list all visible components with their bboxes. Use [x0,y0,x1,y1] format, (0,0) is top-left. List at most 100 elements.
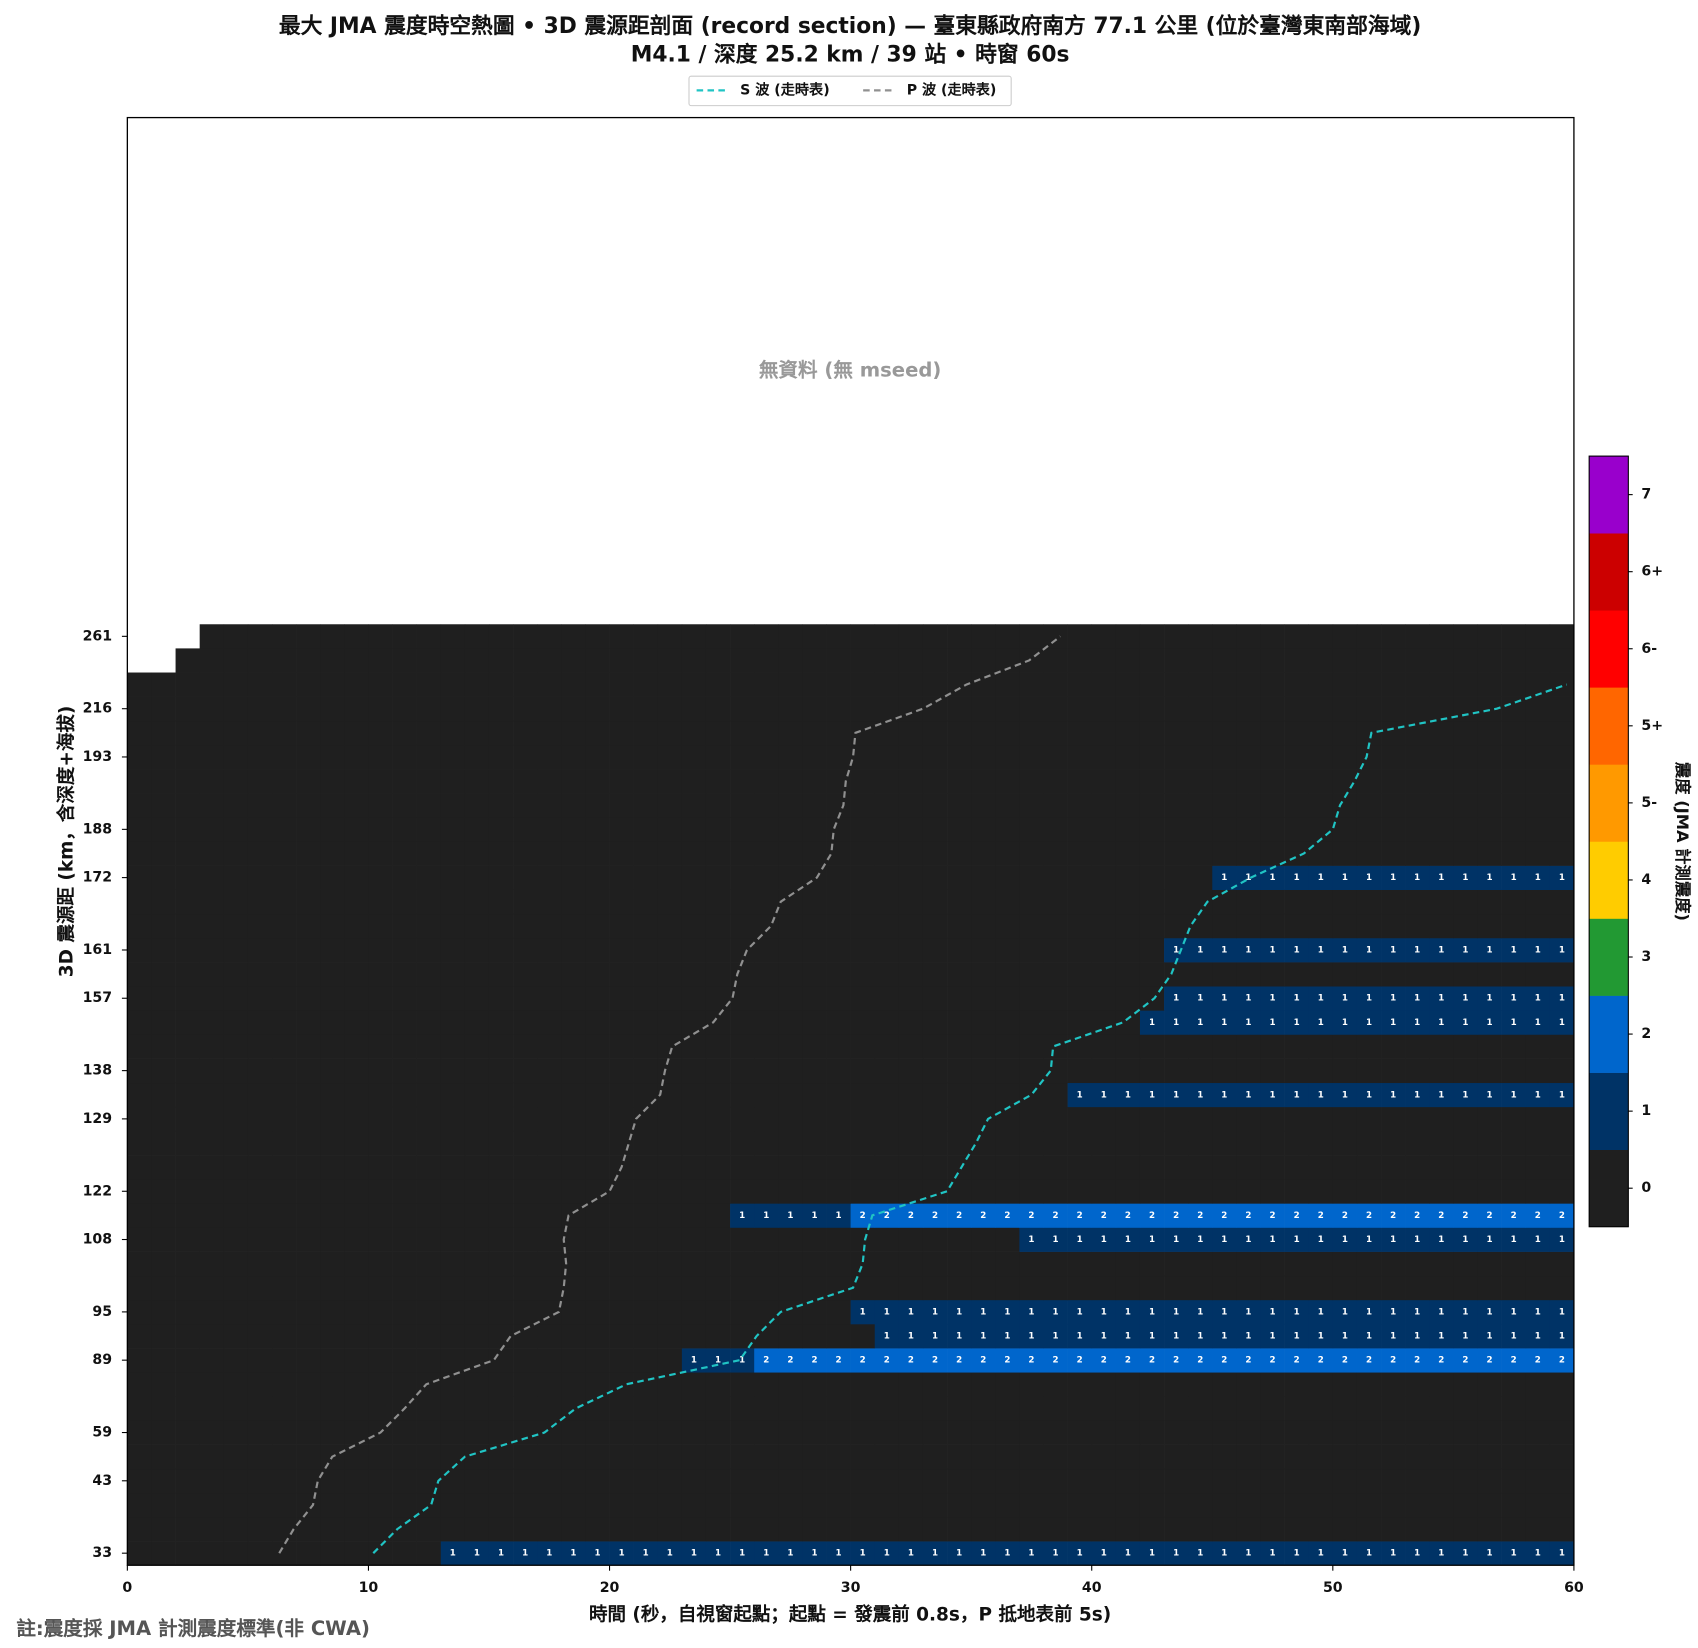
heatmap-cell [705,889,731,915]
heatmap-cell [223,1106,249,1132]
heatmap-cell [1019,696,1044,722]
heatmap-cell [537,720,562,746]
heatmap-cell [127,744,152,770]
heatmap-cell [1019,1468,1044,1494]
heatmap-cell [922,1323,948,1349]
heatmap-cell [1164,1010,1189,1035]
heatmap-cell [1501,1058,1527,1084]
heatmap-cell [947,696,972,722]
cell-label: 2 [932,1211,938,1221]
heatmap-cell [513,817,538,842]
heatmap-cell [826,720,851,746]
heatmap-cell [247,720,273,746]
heatmap-cell [898,720,924,746]
heatmap-cell [1501,1468,1527,1494]
heatmap-cell [1308,1179,1334,1204]
heatmap-cell [464,1251,490,1277]
heatmap-cell [151,1516,176,1542]
heatmap-cell [778,1106,803,1132]
heatmap-cell [416,1323,442,1349]
heatmap-cell [488,865,514,890]
heatmap-cell [850,1179,876,1204]
cell-label: 1 [1197,1549,1203,1559]
heatmap-cell [1549,1155,1575,1180]
cell-label: 2 [1462,1356,1468,1366]
chart-subtitle: M4.1 / 深度 25.2 km / 39 站 • 時窗 60s [631,42,1070,68]
heatmap-cell [826,672,851,697]
heatmap-cell [681,865,707,890]
heatmap-cell [392,1541,417,1566]
heatmap-cell [1236,1372,1261,1397]
heatmap-cell [995,1106,1020,1132]
heatmap-cell [440,1396,466,1421]
cell-label: 1 [1173,1307,1179,1317]
heatmap-cell [127,1348,152,1373]
y-tick-label: 43 [92,1473,112,1489]
cell-label: 1 [570,1549,576,1559]
heatmap-cell [1429,937,1454,963]
heatmap-cell [1501,986,1527,1011]
heatmap-cell [1164,1179,1189,1204]
heatmap-cell [971,1203,996,1228]
heatmap-cell [344,769,369,794]
heatmap-cell [296,1348,321,1373]
heatmap-cell [151,1227,176,1252]
heatmap-cell [874,1275,900,1301]
heatmap-cell [826,1227,851,1252]
heatmap-cell [223,1541,249,1566]
cell-label: 1 [1221,1332,1227,1342]
heatmap-cell [1405,1203,1430,1228]
heatmap-cell [898,1396,924,1421]
y-tick-label: 108 [83,1232,113,1248]
heatmap-cell [464,744,490,770]
heatmap-cell [971,1034,996,1059]
heatmap-cell [971,1372,996,1397]
heatmap-cell [1212,1058,1237,1084]
heatmap-cell [826,744,851,770]
heatmap-cell [754,1203,779,1228]
heatmap-cell [633,1420,659,1445]
heatmap-cell [1067,744,1093,770]
cell-label: 2 [884,1356,890,1366]
heatmap-cell [296,1058,321,1084]
heatmap-cell [1164,1516,1189,1542]
cell-label: 2 [1028,1211,1034,1221]
heatmap-cell [247,986,273,1011]
heatmap-cell [1236,1130,1261,1156]
heatmap-cell [1115,1082,1141,1108]
heatmap-cell [826,1541,851,1566]
heatmap-cell [1188,1541,1213,1566]
heatmap-cell [223,1227,249,1252]
heatmap-cell [730,1010,755,1035]
heatmap-cell [199,1034,225,1059]
heatmap-cell [392,648,417,673]
heatmap-cell [1356,1179,1382,1204]
heatmap-cell [488,744,514,770]
heatmap-cell [1043,1348,1068,1373]
heatmap-cell [1236,1203,1261,1228]
heatmap-cell [1453,1468,1478,1494]
heatmap-cell [850,962,876,987]
heatmap-cell [898,769,924,794]
heatmap-cell [850,744,876,770]
heatmap-cell [657,1058,683,1084]
heatmap-cell [344,1275,369,1301]
cell-label: 1 [1270,1332,1276,1342]
heatmap-cell [272,865,297,890]
heatmap-cell [874,1299,900,1325]
heatmap-cell [199,1492,225,1518]
heatmap-cell [561,1348,586,1373]
heatmap-cell [1332,1372,1358,1397]
heatmap-cell [1067,986,1093,1011]
heatmap-cell [320,720,345,746]
heatmap-cell [1091,913,1117,939]
heatmap-cell [633,937,659,963]
heatmap-cell [175,962,201,987]
heatmap-cell [633,1082,659,1108]
heatmap-cell [272,793,297,818]
heatmap-cell [1260,1299,1285,1325]
heatmap-cell [874,1251,900,1277]
heatmap-cell [995,696,1020,722]
heatmap-cell [1284,1420,1310,1445]
heatmap-cell [416,937,442,963]
